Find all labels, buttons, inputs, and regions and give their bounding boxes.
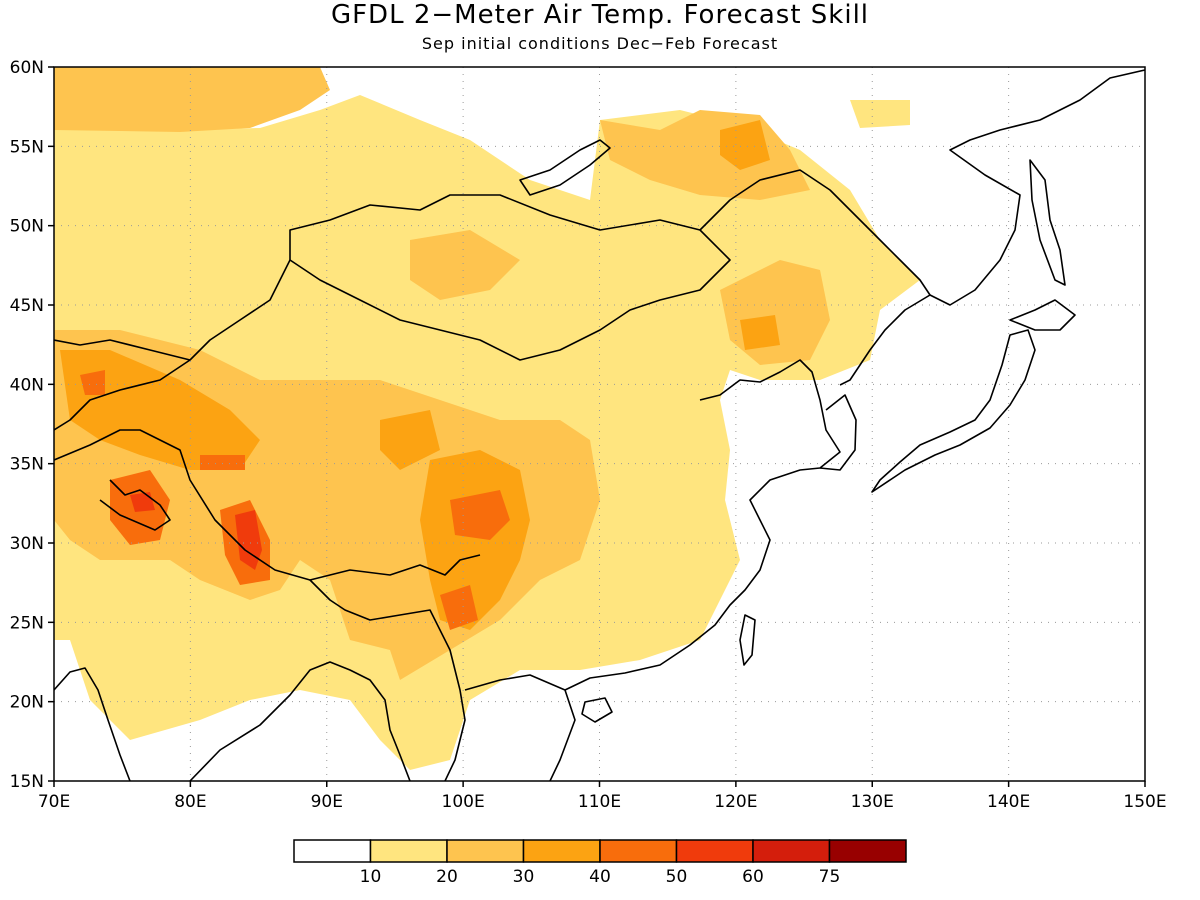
lat-tick-label: 20N	[10, 693, 44, 713]
japan-coastline	[871, 329, 1036, 493]
skill-area-10-to-20	[850, 100, 910, 128]
legend-color-box	[675, 839, 754, 863]
lat-tick-label: 25N	[10, 613, 44, 633]
coastlines-and-borders	[54, 69, 1145, 781]
central-asia-borders	[54, 339, 191, 431]
lat-tick-label: 15N	[10, 772, 44, 792]
russia-china-northeast-border	[699, 169, 931, 296]
lon-tick-label: 80E	[174, 792, 206, 812]
myanmar-border	[309, 579, 466, 781]
graticule-grid	[54, 67, 1145, 781]
legend-level-label: 50	[666, 867, 688, 887]
lon-tick-label: 140E	[987, 792, 1030, 812]
legend-color-box	[752, 839, 831, 863]
lat-tick-label: 30N	[10, 534, 44, 554]
lon-tick-label: 110E	[578, 792, 621, 812]
skill-area-20-to-30	[54, 67, 330, 132]
lat-tick-label: 40N	[10, 375, 44, 395]
skill-area-30-to-40	[420, 450, 530, 630]
skill-area-40-to-50	[440, 585, 478, 630]
lat-tick-label: 50N	[10, 217, 44, 237]
map-subtitle: Sep initial conditions Dec−Feb Forecast	[421, 34, 779, 53]
lon-tick-label: 70E	[38, 792, 70, 812]
india-coastline	[54, 667, 131, 781]
legend-level-label: 20	[436, 867, 458, 887]
lon-tick-label: 150E	[1123, 792, 1166, 812]
china-coastline	[564, 359, 841, 691]
lat-tick-label: 55N	[10, 137, 44, 157]
skill-area-30-to-40	[720, 120, 770, 170]
hainan-coastline	[581, 697, 613, 723]
taiwan-coastline	[739, 614, 756, 666]
legend-color-box	[446, 839, 525, 863]
hokkaido-coastline	[1009, 299, 1076, 331]
legend-color-box	[293, 839, 372, 863]
axis-ticks	[48, 66, 1146, 787]
skill-area-40-to-50	[80, 370, 105, 395]
legend-level-label: 60	[742, 867, 764, 887]
latitude-tick-labels: 15N 20N 25N 30N 35N 40N 45N 50N 55N 60N	[10, 58, 44, 792]
bay-of-bengal-coastline	[189, 661, 411, 781]
legend-color-box	[599, 839, 678, 863]
legend-level-label: 10	[360, 867, 382, 887]
legend-level-label: 75	[819, 867, 841, 887]
lake-baikal	[519, 139, 611, 196]
skill-area-30-to-40	[740, 315, 780, 350]
lat-tick-label: 45N	[10, 296, 44, 316]
lon-tick-label: 120E	[714, 792, 757, 812]
lon-tick-label: 100E	[442, 792, 485, 812]
legend-color-box	[369, 839, 448, 863]
lat-tick-label: 60N	[10, 58, 44, 78]
russia-pacific-coastline	[839, 69, 1145, 386]
korea-coastline	[819, 394, 857, 471]
skill-area-50-to-60	[235, 510, 262, 570]
legend-level-label: 30	[513, 867, 535, 887]
skill-area-20-to-30	[410, 230, 520, 300]
map-title: GFDL 2−Meter Air Temp. Forecast Skill	[330, 0, 870, 30]
skill-area-40-to-50	[450, 490, 510, 540]
china-kazakhstan-border	[189, 259, 291, 361]
skill-area-30-to-40	[60, 350, 260, 470]
skill-area-40-to-50	[200, 455, 245, 470]
himalaya-border	[54, 429, 481, 581]
legend-level-label: 40	[589, 867, 611, 887]
lat-tick-label: 35N	[10, 455, 44, 475]
legend-color-box	[828, 839, 907, 863]
lon-tick-label: 90E	[311, 792, 343, 812]
lon-tick-label: 130E	[851, 792, 894, 812]
longitude-tick-labels: 70E 80E 90E 100E 110E 120E 130E 140E 150E	[38, 792, 1167, 812]
mongolia-border	[289, 194, 731, 361]
sakhalin-coastline	[1029, 159, 1066, 286]
color-legend: 10 20 30 40 50 60 75	[293, 839, 907, 887]
indochina-borders	[464, 674, 576, 781]
legend-color-box	[522, 839, 601, 863]
skill-area-30-to-40	[380, 410, 440, 470]
kashmir-pakistan-border	[99, 479, 171, 531]
